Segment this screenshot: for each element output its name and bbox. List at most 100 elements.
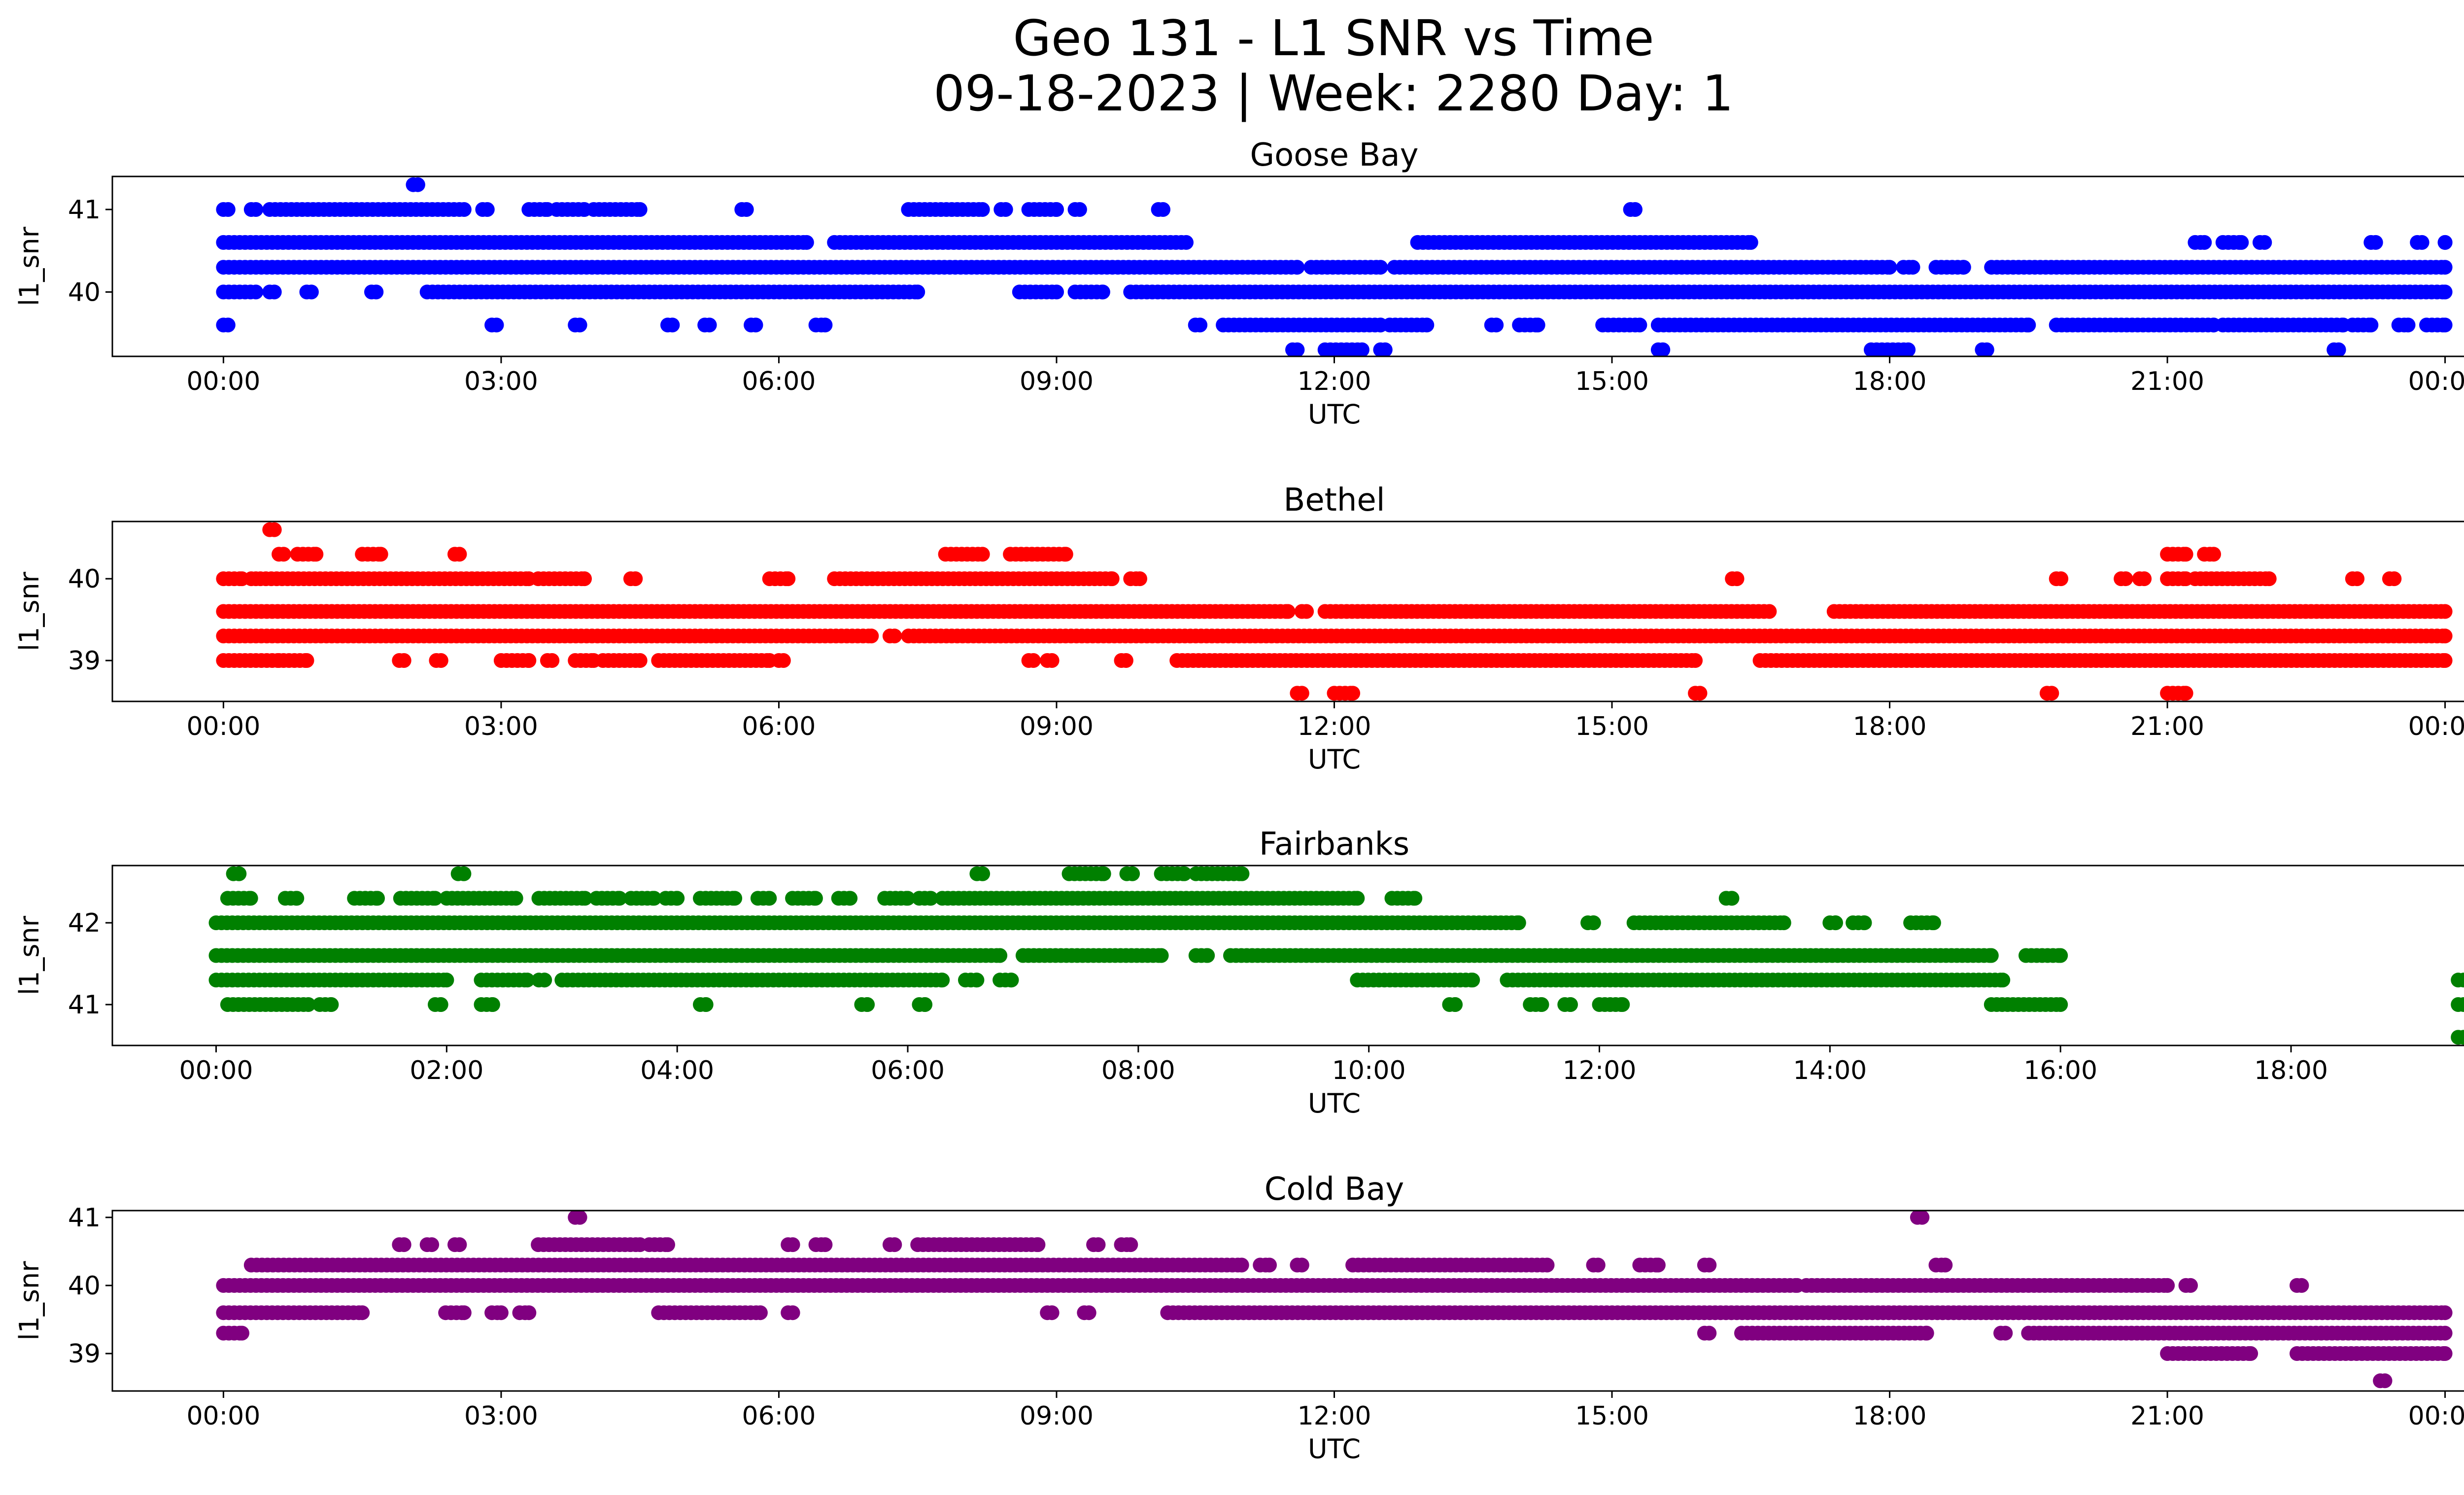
data-point [1905,260,1920,275]
data-point [1091,1237,1106,1252]
data-point [521,1305,537,1321]
data-point [647,891,662,906]
data-point [267,284,282,300]
data-point [818,317,833,333]
data-point [776,653,791,668]
x-tick-label: 08:00 [1101,1056,1175,1085]
data-point [975,866,991,881]
data-point [975,202,990,217]
data-point [289,891,305,906]
data-point [276,547,291,562]
data-point [2400,317,2416,333]
data-point [1776,915,1791,931]
data-points [216,522,2453,701]
data-point [521,653,537,668]
data-point [2294,1278,2309,1293]
data-point [860,997,875,1012]
data-point [2387,571,2402,587]
data-point [456,1305,472,1321]
data-point [355,1305,370,1321]
data-point [1419,317,1435,333]
data-point [2197,235,2212,250]
data-point [2414,235,2430,250]
data-point [1448,997,1463,1012]
figure-title-line1: Geo 131 - L1 SNR vs Time [1013,9,1654,67]
data-point [1104,571,1120,587]
data-point [1049,284,1064,300]
data-point [1280,604,1296,619]
panel-title: Cold Bay [1265,1171,1404,1208]
data-point [1294,1257,1309,1273]
data-point [1123,1237,1138,1252]
x-tick-label: 12:00 [1298,712,1371,741]
x-tick-label: 00:00 [2408,367,2464,396]
data-point [2363,317,2379,333]
data-point [1628,202,1643,217]
data-point [1530,317,1545,333]
data-point [2044,686,2059,701]
data-point [670,891,685,906]
data-point [1058,547,1073,562]
data-point [577,571,592,587]
data-point [2462,1032,2464,1043]
data-point [2234,235,2249,250]
data-point [2437,317,2453,333]
data-point [918,997,933,1012]
data-point [2261,571,2277,587]
data-point [1998,1325,2013,1341]
data-point [456,866,472,881]
data-points [208,866,2464,1045]
x-tick-label: 00:00 [186,367,260,396]
data-point [308,547,324,562]
data-point [1030,1237,1046,1252]
data-point [1586,915,1601,931]
data-point [887,628,902,644]
data-point [660,1237,675,1252]
data-point [1979,342,1994,356]
data-point [2053,571,2069,587]
data-point [304,284,319,300]
data-point [572,317,587,333]
data-point [799,235,814,250]
data-point [1096,866,1111,881]
data-point [578,891,593,906]
data-point [1081,1305,1096,1321]
data-point [433,653,448,668]
data-points [216,177,2453,356]
data-point [1590,1257,1606,1273]
data-point [2178,686,2193,701]
data-point [2437,653,2453,668]
data-point [1724,891,1740,906]
y-tick-label: 40 [68,278,101,307]
data-point [2257,235,2272,250]
data-point [665,317,680,333]
data-point [1132,571,1147,587]
data-point [1044,1305,1060,1321]
x-tick-label: 14:00 [1793,1056,1867,1085]
data-point [1615,997,1630,1012]
data-point [456,202,472,217]
data-point [1294,686,1309,701]
data-point [1563,997,1578,1012]
axes-frame [111,865,2464,1046]
y-tick-label: 41 [68,195,101,225]
data-point [508,891,523,906]
data-point [1743,235,1758,250]
data-point [1234,1257,1249,1273]
data-point [1262,1257,1277,1273]
data-point [781,571,796,587]
data-point [2437,284,2453,300]
x-tick-label: 09:00 [1020,712,1094,741]
x-axis-label: UTC [1308,1088,1361,1119]
data-point [2160,1278,2175,1293]
data-point [1354,342,1369,356]
data-point [1828,915,1843,931]
data-point [2456,973,2464,988]
data-point [410,177,425,192]
x-tick-label: 06:00 [742,712,816,741]
data-points [216,1211,2453,1389]
data-point [1984,948,1999,963]
x-tick-label: 16:00 [2023,1056,2097,1085]
